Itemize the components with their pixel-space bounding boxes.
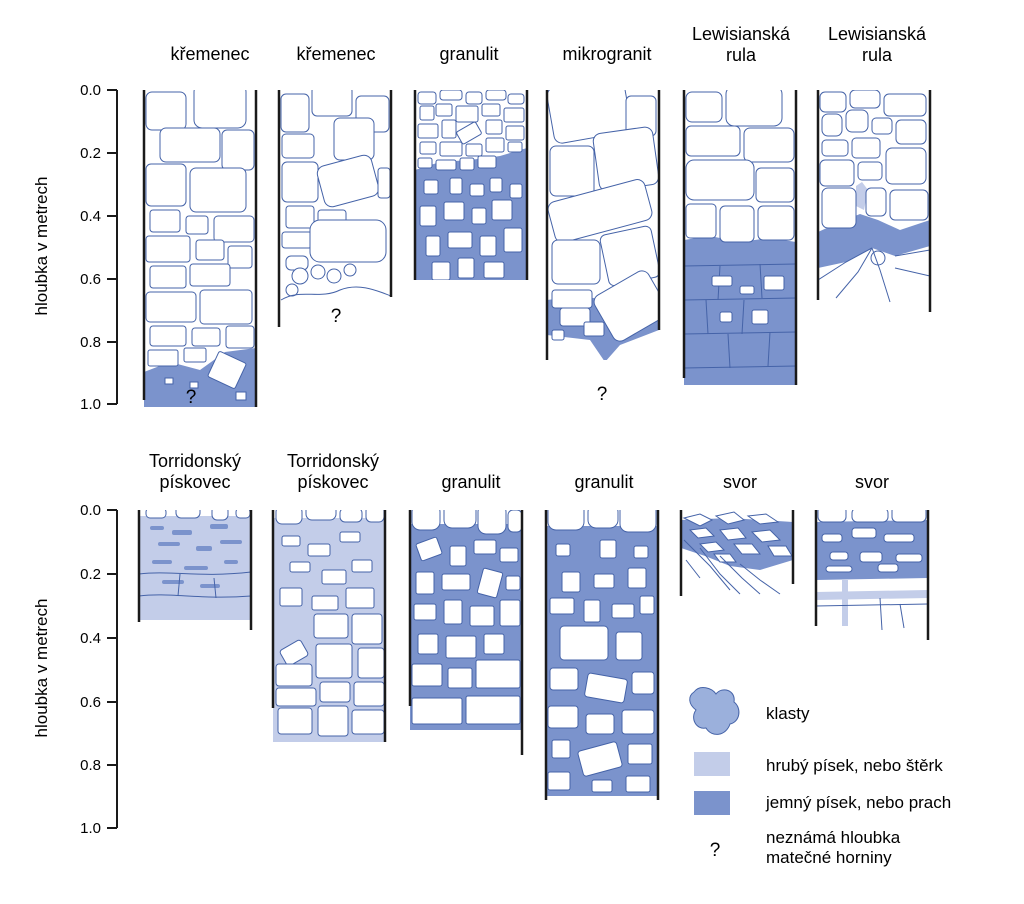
- profile-title: granulit: [441, 472, 500, 492]
- profile-title: mikrogranit: [562, 44, 651, 64]
- profile-title: pískovec: [159, 472, 230, 492]
- profile-lewisian-gneiss-2: [816, 90, 932, 312]
- tick-label: 1.0: [80, 396, 101, 413]
- unknown-bedrock-mark: ?: [597, 384, 608, 405]
- profile-title: Torridonský: [287, 451, 379, 471]
- profile-title: křemenec: [296, 44, 375, 64]
- tick-label: 0.2: [80, 145, 101, 162]
- tick-label: 0.8: [80, 334, 101, 351]
- profile-title: Lewisianská: [828, 24, 927, 44]
- profile-granulite-1: [413, 90, 529, 280]
- legend-label-unknown-line1: neznámá hloubka: [766, 828, 901, 847]
- profile-granulite-3: [544, 510, 660, 800]
- y-axis-label-row1: hloubka v metrech: [32, 177, 51, 316]
- y-axis-label-row2: hloubka v metrech: [32, 599, 51, 738]
- tick-label: 0.4: [80, 208, 101, 225]
- profile-title: granulit: [439, 44, 498, 64]
- profile-title: křemenec: [170, 44, 249, 64]
- tick-label: 0.6: [80, 271, 101, 288]
- profile-quartzite-1: ?: [142, 90, 258, 408]
- tick-label: 0.4: [80, 630, 101, 647]
- clast-swatch-icon: [689, 687, 740, 735]
- depth-axis-row2: [107, 509, 118, 829]
- profile-schist-2: [814, 510, 930, 640]
- profile-title: pískovec: [297, 472, 368, 492]
- tick-label: 0.8: [80, 757, 101, 774]
- profile-title: Torridonský: [149, 451, 241, 471]
- legend-label-fine: jemný písek, nebo prach: [765, 793, 951, 812]
- coarse-sand-swatch: [694, 752, 730, 776]
- profile-quartzite-2: ?: [277, 90, 393, 327]
- depth-tick-labels-row2: 0.0 0.2 0.4 0.6 0.8 1.0: [80, 502, 101, 837]
- legend-label-coarse: hrubý písek, nebo štěrk: [766, 756, 943, 775]
- tick-label: 0.2: [80, 566, 101, 583]
- legend-label-unknown-line2: matečné horniny: [766, 848, 892, 867]
- profile-title: svor: [855, 472, 889, 492]
- profile-title: svor: [723, 472, 757, 492]
- unknown-bedrock-mark: ?: [331, 306, 342, 327]
- profile-title: rula: [862, 45, 893, 65]
- profile-title: granulit: [574, 472, 633, 492]
- legend: klasty hrubý písek, nebo štěrk jemný pís…: [689, 687, 951, 867]
- tick-label: 0.0: [80, 82, 101, 99]
- unknown-depth-symbol: ?: [710, 840, 721, 861]
- profile-lewisian-gneiss-1: [682, 90, 798, 385]
- profile-torridonian-sandstone-2: [271, 510, 387, 742]
- profile-schist-1: [679, 510, 795, 596]
- fine-sand-swatch: [694, 791, 730, 815]
- depth-axis-row1: [107, 89, 118, 405]
- unknown-bedrock-mark: ?: [186, 387, 197, 408]
- profile-title: Lewisianská: [692, 24, 791, 44]
- profile-microgranite: ?: [545, 90, 661, 405]
- legend-label-clasts: klasty: [766, 704, 810, 723]
- tick-label: 0.0: [80, 502, 101, 519]
- tick-label: 1.0: [80, 820, 101, 837]
- profile-title: rula: [726, 45, 757, 65]
- tick-label: 0.6: [80, 694, 101, 711]
- profile-torridonian-sandstone-1: [137, 510, 253, 630]
- profile-granulite-2: [408, 510, 524, 755]
- depth-tick-labels-row1: 0.0 0.2 0.4 0.6 0.8 1.0: [80, 82, 101, 413]
